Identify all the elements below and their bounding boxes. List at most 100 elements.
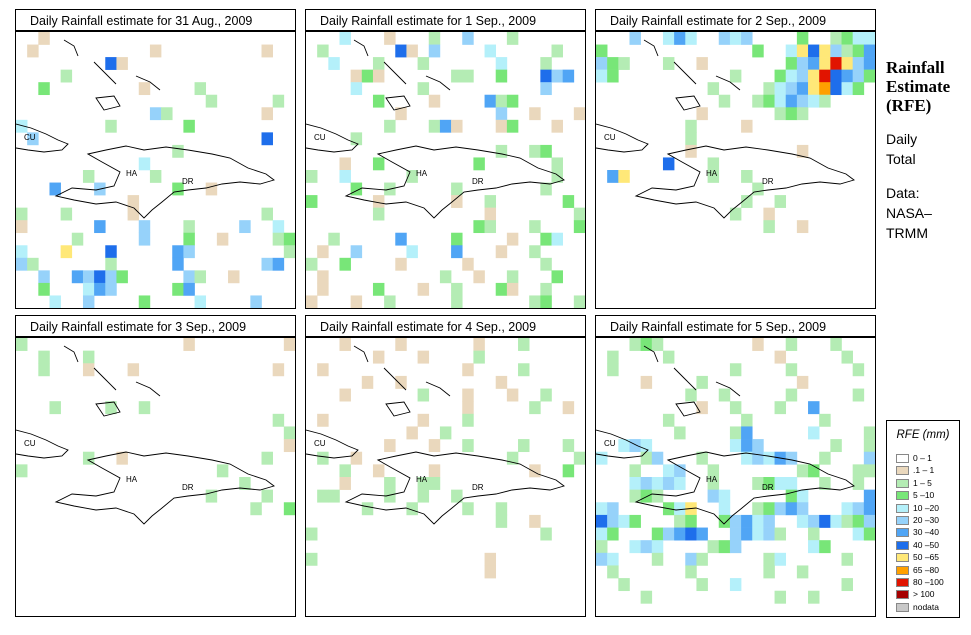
map-label-dominican-republic: DR	[762, 177, 774, 186]
legend-swatch	[896, 590, 909, 600]
legend-swatch	[896, 540, 909, 550]
rainfall-cell	[484, 552, 497, 566]
rainfall-cell	[60, 207, 73, 221]
coastline	[353, 345, 369, 363]
rainfall-cell	[372, 94, 385, 108]
rainfall-cell	[395, 375, 407, 389]
map-label-haiti: HA	[126, 169, 138, 178]
panel-title: Daily Rainfall estimate for 5 Sep., 2009	[595, 315, 876, 337]
rainfall-cell	[495, 107, 508, 121]
coastline	[425, 75, 451, 91]
rainfall-cell	[629, 464, 641, 478]
coastline	[596, 123, 649, 153]
rainfall-cell	[752, 439, 764, 453]
rainfall-cell	[651, 540, 664, 554]
rainfall-cell	[863, 57, 875, 70]
rainfall-cell	[852, 514, 865, 528]
rainfall-cell	[662, 477, 675, 490]
rainfall-cell	[172, 282, 184, 296]
rainfall-cell	[417, 57, 430, 70]
rainfall-cell	[462, 401, 474, 415]
side-title-line3: (RFE)	[886, 96, 932, 115]
coastline	[95, 401, 121, 417]
rainfall-cell	[16, 245, 28, 259]
rainfall-cell	[674, 32, 686, 45]
rainfall-cell	[82, 170, 95, 183]
rainfall-cell	[841, 514, 853, 528]
rainfall-cell	[607, 363, 619, 377]
rainfall-cell	[741, 426, 753, 440]
rainfall-cell	[852, 502, 865, 516]
rainfall-cell	[607, 170, 619, 183]
rainfall-cell	[718, 388, 731, 402]
rainfall-cell	[417, 477, 430, 490]
rainfall-cell	[629, 489, 641, 503]
rainfall-cell	[640, 477, 653, 490]
coastline	[385, 95, 411, 111]
rainfall-cell	[830, 82, 842, 96]
rainfall-cell	[607, 69, 619, 83]
coastline	[643, 39, 659, 57]
rainfall-cell	[428, 439, 441, 453]
rainfall-cell	[372, 350, 385, 364]
rainfall-cell	[796, 94, 809, 108]
rainfall-cell	[38, 82, 50, 96]
rainfall-cell	[685, 565, 697, 579]
rainfall-cell	[729, 207, 742, 221]
rainfall-cell	[306, 295, 318, 308]
rainfall-cell	[785, 69, 798, 83]
rainfall-cell	[451, 69, 463, 83]
rainfall-cell	[662, 57, 675, 70]
rainfall-cell	[161, 107, 173, 121]
rainfall-cell	[439, 270, 452, 284]
rainfall-cell	[462, 388, 474, 402]
rainfall-map: CU HA DR	[305, 31, 586, 309]
rainfall-cell	[529, 401, 541, 415]
rainfall-cell	[451, 119, 463, 133]
rainfall-cell	[406, 170, 418, 183]
rainfall-cell	[808, 94, 820, 108]
rainfall-cell	[774, 477, 787, 490]
rainfall-cell	[841, 578, 853, 592]
rainfall-cell	[741, 527, 753, 541]
rainfall-cell	[651, 552, 664, 566]
coastline	[93, 367, 117, 391]
map-label-haiti: HA	[706, 169, 718, 178]
rainfall-cell	[808, 44, 820, 58]
rainfall-cell	[138, 232, 151, 246]
rainfall-cell	[651, 338, 664, 351]
rainfall-cell	[618, 170, 630, 183]
rainfall-cell	[863, 451, 875, 465]
rainfall-cell	[149, 170, 162, 183]
rainfall-cell	[328, 489, 340, 503]
rainfall-cell	[60, 69, 73, 83]
rainfall-cell	[183, 338, 195, 351]
rainfall-cell	[573, 295, 585, 308]
rainfall-cell	[763, 451, 775, 465]
legend-label: 65 –80	[913, 564, 939, 575]
rainfall-cell	[250, 502, 262, 516]
legend-label: 80 –100	[913, 577, 944, 587]
rainfall-cell	[105, 401, 117, 415]
rainfall-cell	[841, 82, 853, 96]
rainfall-cell	[350, 451, 363, 465]
rainfall-cell	[306, 170, 318, 183]
coastline	[54, 451, 275, 525]
rainfall-cell	[462, 257, 474, 271]
rainfall-cell	[685, 132, 697, 146]
rainfall-cell	[596, 57, 608, 70]
coastline	[425, 381, 451, 397]
panel-title: Daily Rainfall estimate for 2 Sep., 2009	[595, 9, 876, 31]
legend-label: 10 –20	[913, 502, 939, 513]
rainfall-cell	[551, 232, 563, 246]
rainfall-cell	[127, 363, 140, 377]
rainfall-cell	[674, 527, 686, 541]
rainfall-cell	[506, 451, 519, 465]
rainfall-cell	[495, 375, 508, 389]
rainfall-cell	[819, 477, 831, 490]
rainfall-cell	[417, 350, 430, 364]
rainfall-cell	[841, 502, 853, 516]
rainfall-cell	[785, 502, 798, 516]
rainfall-cell	[261, 207, 273, 221]
rainfall-cell	[796, 220, 809, 234]
